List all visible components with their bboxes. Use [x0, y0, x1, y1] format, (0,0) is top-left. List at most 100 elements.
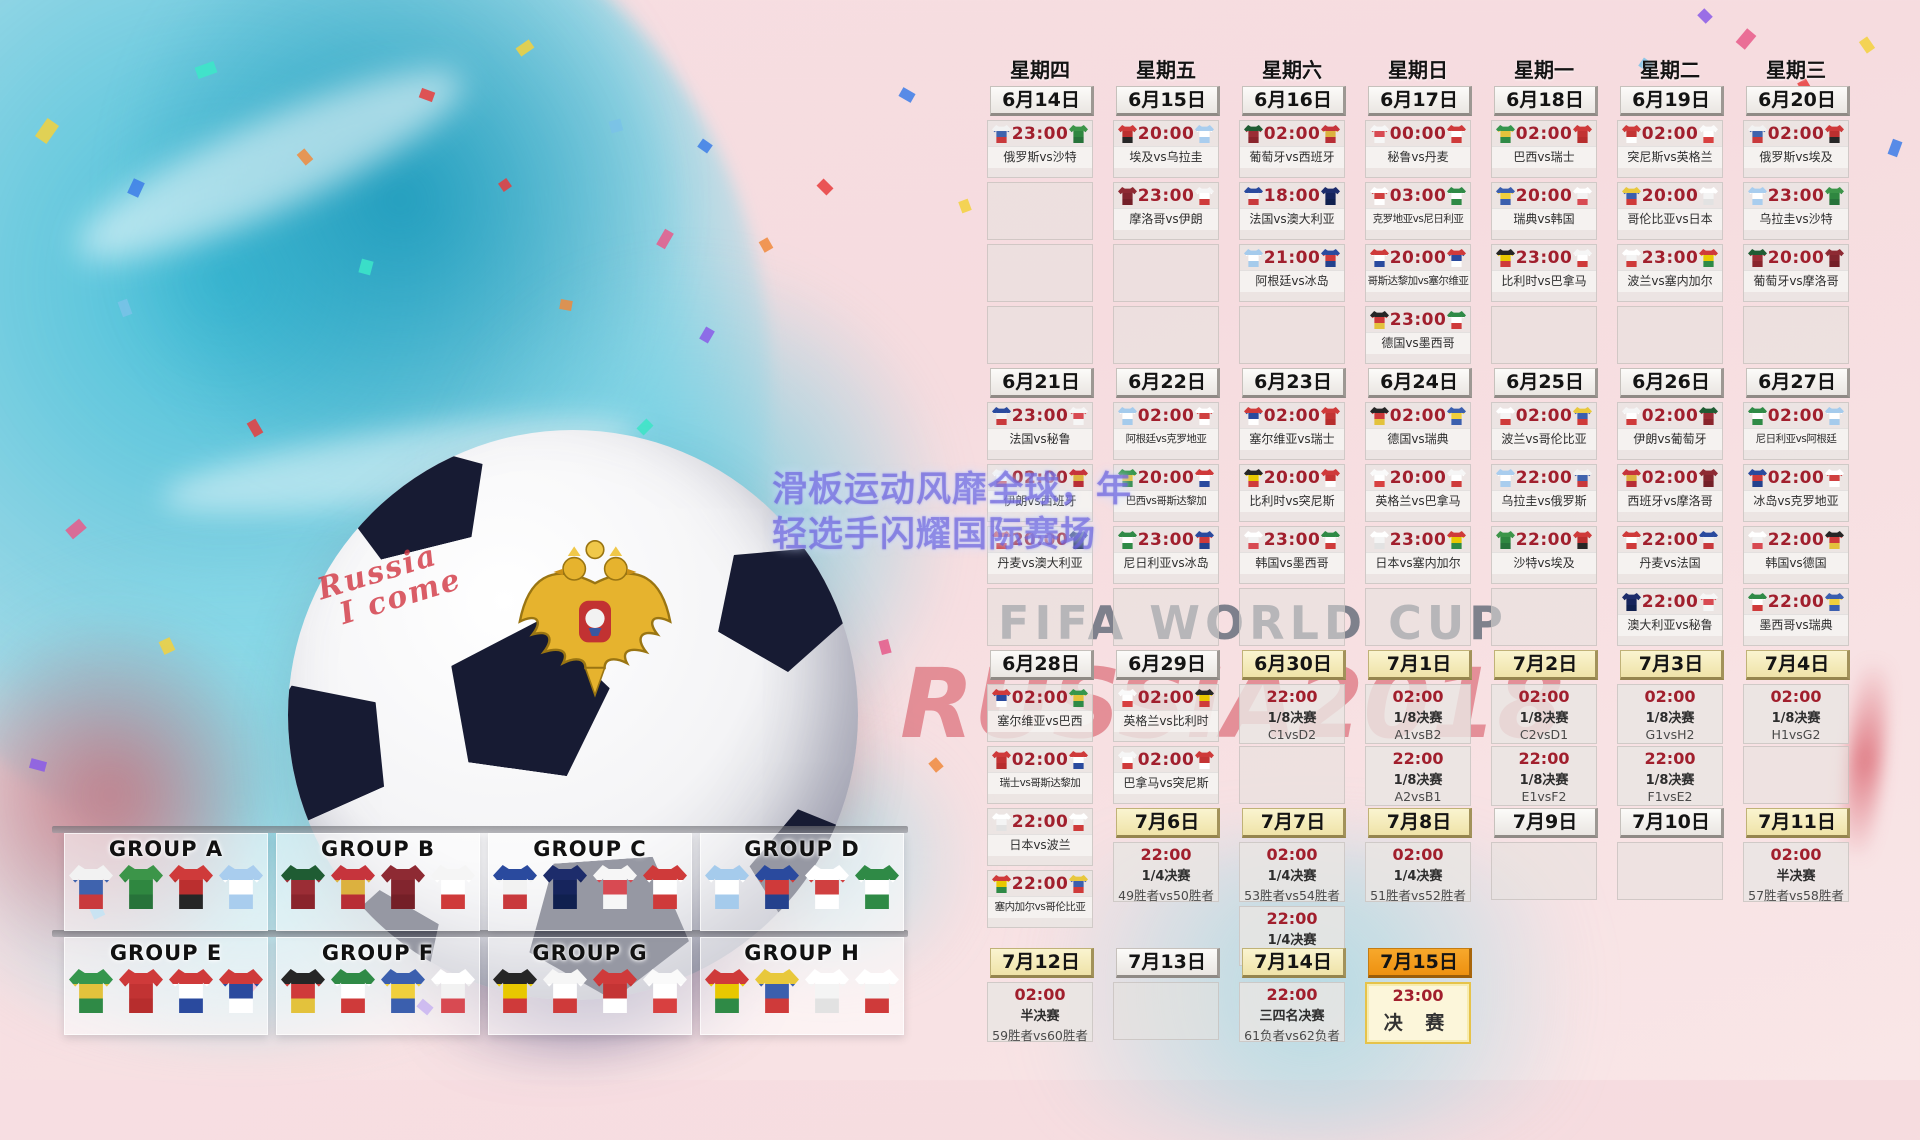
- team-jersey-icon: [805, 865, 849, 909]
- group-jerseys-row: [701, 969, 903, 1013]
- home-jersey-icon: [1622, 531, 1641, 549]
- match-time-row: 23:00: [1114, 527, 1218, 550]
- home-jersey-icon: [1748, 249, 1767, 267]
- match-time-row: 22:00: [1618, 527, 1722, 550]
- team-jersey-icon: [705, 865, 749, 909]
- empty-cell: [987, 182, 1093, 240]
- home-jersey-icon: [1244, 125, 1263, 143]
- match-name: 尼日利亚vs阿根廷: [1744, 428, 1848, 450]
- group-name: GROUP D: [744, 837, 860, 861]
- team-jersey-icon: [755, 969, 799, 1013]
- home-jersey-icon: [1496, 469, 1515, 487]
- match-cell: 23:00 比利时vs巴拿马: [1491, 244, 1597, 302]
- match-cell: 23:00 韩国vs墨西哥: [1239, 526, 1345, 584]
- away-jersey-icon: [1195, 407, 1214, 425]
- group-jerseys-row: [489, 865, 691, 909]
- match-time: 20:00: [1263, 468, 1321, 488]
- match-time-row: 02:00: [1618, 403, 1722, 426]
- match-cell: 02:00 伊朗vs西班牙: [987, 464, 1093, 522]
- home-jersey-icon: [992, 469, 1011, 487]
- match-cell: 22:00 澳大利亚vs秘鲁: [1617, 588, 1723, 646]
- home-jersey-icon: [1244, 187, 1263, 205]
- match-cell: 02:00 巴拿马vs突尼斯: [1113, 746, 1219, 804]
- match-time: 23:00: [1011, 124, 1069, 144]
- match-name: 墨西哥vs瑞典: [1744, 614, 1848, 636]
- away-jersey-icon: [1069, 469, 1088, 487]
- group-shelf-bar: [52, 930, 908, 937]
- team-jersey-icon: [643, 969, 687, 1013]
- match-time-row: 02:00: [988, 685, 1092, 708]
- match-time-row: 02:00: [1618, 465, 1722, 488]
- match-name: 澳大利亚vs秘鲁: [1618, 614, 1722, 636]
- home-jersey-icon: [1748, 125, 1767, 143]
- home-jersey-icon: [1496, 407, 1515, 425]
- match-cell: 02:00 尼日利亚vs阿根廷: [1743, 402, 1849, 460]
- date-header: 7月3日: [1620, 650, 1724, 680]
- match-name: 德国vs墨西哥: [1366, 332, 1470, 354]
- match-time-row: 22:00: [988, 809, 1092, 832]
- empty-cell: [987, 588, 1093, 646]
- match-time-row: 23:00: [988, 121, 1092, 144]
- knockout-cell: 02:00 1/8决赛 C2vsD1: [1491, 684, 1597, 744]
- team-jersey-icon: [331, 865, 375, 909]
- team-jersey-icon: [855, 969, 899, 1013]
- match-time: 02:00: [1515, 124, 1573, 144]
- group-panel: GROUP B: [276, 833, 480, 931]
- match-name: 秘鲁vs丹麦: [1366, 146, 1470, 168]
- team-jersey-icon: [281, 969, 325, 1013]
- empty-cell: [1239, 306, 1345, 364]
- match-cell: 23:00 日本vs塞内加尔: [1365, 526, 1471, 584]
- away-jersey-icon: [1321, 187, 1340, 205]
- match-name: 英格兰vs巴拿马: [1366, 490, 1470, 512]
- away-jersey-icon: [1069, 813, 1088, 831]
- home-jersey-icon: [992, 125, 1011, 143]
- match-time-row: 02:00: [988, 465, 1092, 488]
- match-name: 比利时vs巴拿马: [1492, 270, 1596, 292]
- match-name: 巴西vs哥斯达黎加: [1114, 490, 1218, 512]
- match-time: 22:00: [1515, 468, 1573, 488]
- match-cell: 02:00 德国vs瑞典: [1365, 402, 1471, 460]
- match-name: 丹麦vs法国: [1618, 552, 1722, 574]
- match-name: 波兰vs塞内加尔: [1618, 270, 1722, 292]
- away-jersey-icon: [1069, 125, 1088, 143]
- knockout-pair: G1vsH2: [1645, 727, 1695, 742]
- date-header: 6月14日: [990, 86, 1094, 116]
- empty-cell: [1491, 306, 1597, 364]
- away-jersey-icon: [1069, 751, 1088, 769]
- team-jersey-icon: [281, 865, 325, 909]
- match-time: 20:00: [1137, 468, 1195, 488]
- match-cell: 20:00 丹麦vs澳大利亚: [987, 526, 1093, 584]
- match-name: 伊朗vs葡萄牙: [1618, 428, 1722, 450]
- home-jersey-icon: [1118, 689, 1137, 707]
- match-time: 23:00: [1767, 186, 1825, 206]
- team-jersey-icon: [593, 969, 637, 1013]
- away-jersey-icon: [1447, 531, 1466, 549]
- group-panel: GROUP G: [488, 937, 692, 1035]
- home-jersey-icon: [1370, 311, 1389, 329]
- home-jersey-icon: [1748, 531, 1767, 549]
- match-time: 02:00: [1137, 750, 1195, 770]
- match-cell: 02:00 突尼斯vs英格兰: [1617, 120, 1723, 178]
- match-time: 20:00: [1641, 186, 1699, 206]
- match-time-row: 23:00: [1240, 527, 1344, 550]
- match-time-row: 00:00: [1366, 121, 1470, 144]
- match-cell: 00:00 秘鲁vs丹麦: [1365, 120, 1471, 178]
- match-time: 02:00: [1767, 468, 1825, 488]
- match-name: 葡萄牙vs摩洛哥: [1744, 270, 1848, 292]
- match-time-row: 02:00: [1114, 747, 1218, 770]
- away-jersey-icon: [1447, 249, 1466, 267]
- home-jersey-icon: [1244, 531, 1263, 549]
- knockout-pair: F1vsE2: [1647, 789, 1693, 804]
- away-jersey-icon: [1573, 531, 1592, 549]
- match-cell: 22:00 韩国vs德国: [1743, 526, 1849, 584]
- home-jersey-icon: [1370, 469, 1389, 487]
- team-jersey-icon: [331, 969, 375, 1013]
- match-name: 阿根廷vs克罗地亚: [1114, 428, 1218, 450]
- group-name: GROUP C: [533, 837, 647, 861]
- away-jersey-icon: [1573, 469, 1592, 487]
- match-time: 03:00: [1389, 186, 1447, 206]
- away-jersey-icon: [1825, 531, 1844, 549]
- knockout-stage: 1/8决赛: [1519, 711, 1569, 726]
- match-time-row: 23:00: [1366, 307, 1470, 330]
- match-time: 02:00: [1011, 750, 1069, 770]
